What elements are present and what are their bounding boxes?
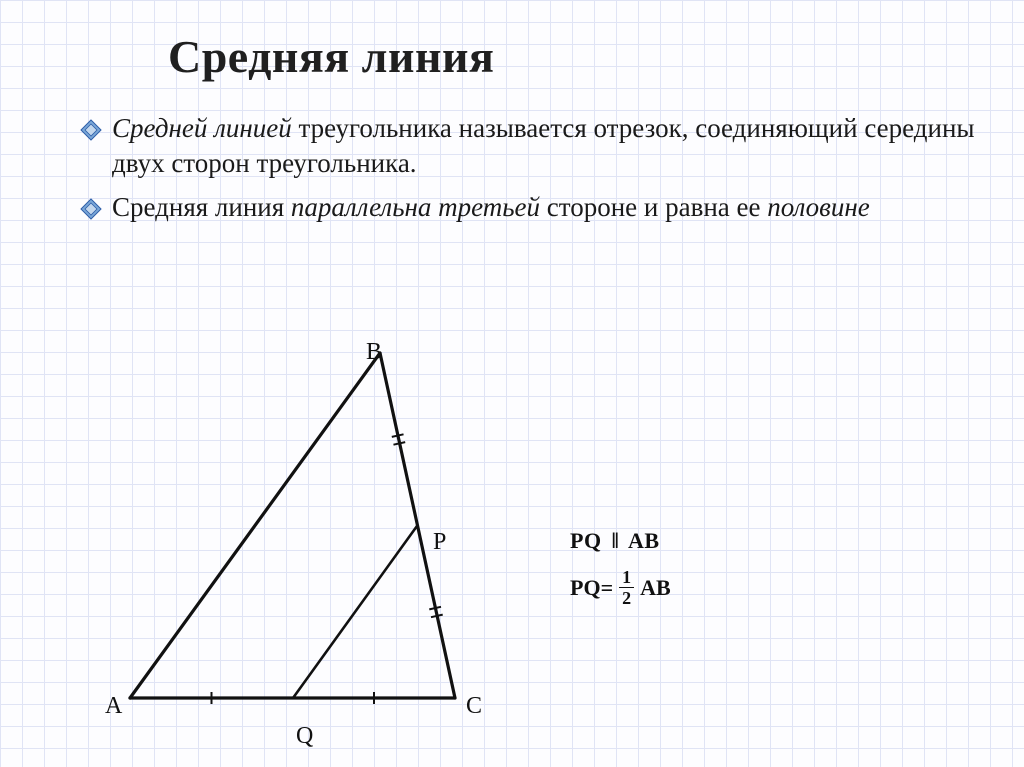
- equals-sign: =: [601, 575, 614, 601]
- vertex-label-A: A: [105, 693, 122, 720]
- term-parallel: параллельна третьей: [291, 192, 540, 222]
- vertex-label-B: B: [366, 339, 382, 366]
- slide-content: Средняя линия Средней линией треугольник…: [0, 0, 1024, 767]
- f2-ab: AB: [640, 575, 671, 601]
- fraction-denominator: 2: [619, 587, 634, 607]
- diamond-bullet-icon: [78, 194, 104, 224]
- bullet-text-1: Средней линией треугольника называется о…: [112, 111, 976, 180]
- slide-title: Средняя линия: [168, 30, 976, 83]
- f2-pq: PQ: [570, 575, 601, 601]
- vertex-label-P: P: [433, 529, 446, 556]
- figure-area: ABCPQ PQ ‖ AB PQ = 1 2 AB: [110, 333, 910, 753]
- formula-half: PQ = 1 2 AB: [570, 568, 671, 607]
- f1-pq: PQ: [570, 528, 602, 553]
- diamond-bullet-icon: [78, 115, 104, 145]
- term-midline: Средней линией: [112, 113, 292, 143]
- vertex-label-Q: Q: [296, 723, 313, 750]
- bullet-item-2: Средняя линия параллельна третьей сторон…: [78, 190, 976, 225]
- triangle-diagram: [110, 333, 530, 733]
- vertex-label-C: C: [466, 693, 482, 720]
- f1-ab: AB: [628, 528, 660, 553]
- formula-block: PQ ‖ AB PQ = 1 2 AB: [570, 528, 671, 607]
- parallel-symbol: ‖: [612, 528, 620, 553]
- bullet-2-start: Средняя линия: [112, 192, 291, 222]
- fraction-numerator: 1: [619, 568, 634, 587]
- bullet-list: Средней линией треугольника называется о…: [78, 111, 976, 225]
- fraction-one-half: 1 2: [619, 568, 634, 607]
- bullet-item-1: Средней линией треугольника называется о…: [78, 111, 976, 180]
- bullet-2-mid: стороне и равна ее: [540, 192, 767, 222]
- formula-parallel: PQ ‖ AB: [570, 528, 671, 554]
- bullet-text-2: Средняя линия параллельна третьей сторон…: [112, 190, 870, 225]
- term-half: половине: [767, 192, 870, 222]
